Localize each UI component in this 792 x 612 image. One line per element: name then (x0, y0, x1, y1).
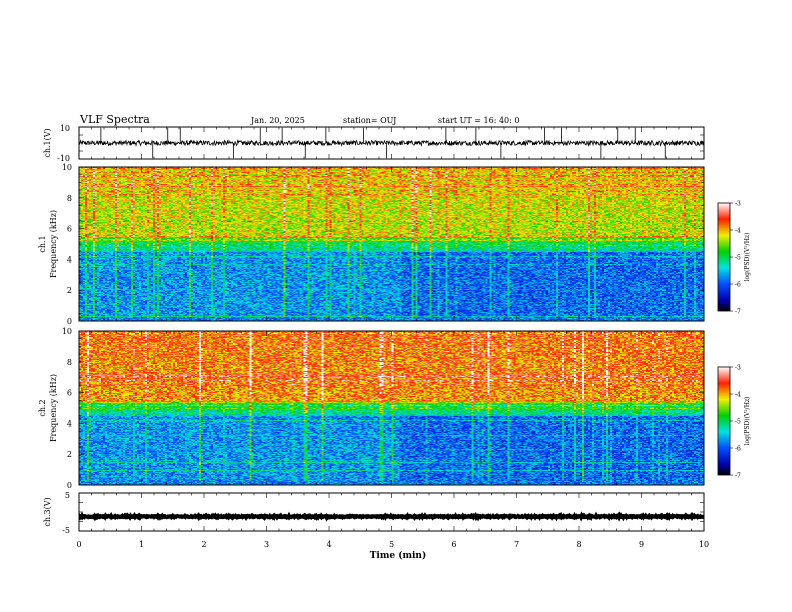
spectrogram-ytick-label: 8 (67, 194, 72, 203)
x-tick-label: 0 (76, 540, 81, 549)
spectrogram-ytick-label: 2 (67, 450, 72, 459)
ch2-spec-ylabel: Frequency (kHz) (49, 374, 58, 442)
colorbar-tick-label: -5 (735, 255, 741, 262)
ch1-ytick-top: 10 (60, 124, 70, 133)
spectrogram-ytick-label: 4 (67, 255, 72, 264)
ch2-spec-channel-label: ch.2 (38, 399, 47, 416)
ch2-spectrogram-image (79, 331, 704, 485)
colorbar-tick-label: -3 (735, 201, 741, 208)
ch1-spectrogram-panel: ch.1 Frequency (kHz) log(PSD)(V²/Hz) (38, 166, 751, 322)
ch3-waveform-frame (78, 492, 705, 532)
ch1-spectrogram-image (79, 167, 704, 321)
start-time-label: start UT = 16: 40: 0 (438, 116, 519, 125)
spectrogram-ytick-label: 0 (67, 317, 72, 326)
x-tick-label: 3 (264, 540, 269, 549)
colorbar-tick-label: -6 (735, 446, 741, 453)
spectrogram-ytick-label: 2 (67, 286, 72, 295)
ch1-ytick-bottom: -10 (57, 154, 70, 163)
ch1-spec-channel-label: ch.1 (38, 235, 47, 252)
x-tick-labels: 0 1 2 3 4 5 6 7 8 9 10 (76, 540, 709, 549)
spectrogram-ytick-label: 10 (62, 163, 72, 172)
ch3-waveform-line (79, 511, 704, 522)
colorbar-tick-label: -6 (735, 282, 741, 289)
x-tick-label: 2 (201, 540, 206, 549)
ch3-waveform-panel: 5 -5 ch.3(V) (43, 491, 705, 535)
colorbar-tick-label: -3 (735, 365, 741, 372)
ch1-spec-ylabel: Frequency (kHz) (49, 210, 58, 278)
x-tick-label: 1 (139, 540, 144, 549)
ch2-colorbar (717, 366, 731, 476)
ch1-colorbar-label: log(PSD)(V²/Hz) (744, 233, 751, 282)
ch1-waveform-panel: 10 -10 ch.1(V) (43, 124, 705, 163)
x-tick-label: 6 (451, 540, 456, 549)
colorbar-tick-label: -5 (735, 419, 741, 426)
spectrogram-ytick-label: 6 (67, 225, 72, 234)
date-label: Jan. 20, 2025 (250, 116, 305, 125)
x-axis-label: Time (min) (370, 550, 427, 561)
spectrogram-ytick-label: 8 (67, 358, 72, 367)
ch1-ylabel: ch.1(V) (43, 128, 52, 157)
colorbar-tick-label: -7 (735, 309, 741, 316)
x-tick-label: 7 (514, 540, 519, 549)
spectrogram-ytick-label: 10 (62, 327, 72, 336)
spectrogram-ytick-label: 0 (67, 481, 72, 490)
x-tick-label: 5 (389, 540, 394, 549)
ch3-ylabel: ch.3(V) (43, 497, 52, 526)
colorbar-tick-label: -4 (735, 228, 741, 235)
ch1-waveform-line (79, 139, 704, 147)
ch1-colorbar (717, 202, 731, 312)
x-tick-label: 4 (326, 540, 331, 549)
colorbar-ticks: -3 -4 -5 -6 -7 -3 -4 -5 -6 -7 (730, 201, 741, 480)
spectrogram-ytick-label: 4 (67, 419, 72, 428)
ch3-ytick-bottom: -5 (62, 526, 70, 535)
spectrogram-ytick-label: 6 (67, 389, 72, 398)
figure-title: VLF Spectra (79, 113, 150, 126)
ch2-spectrogram-panel: ch.2 Frequency (kHz) log(PSD)(V²/Hz) (38, 330, 751, 486)
colorbar-tick-label: -7 (735, 473, 741, 480)
x-tick-label: 9 (639, 540, 644, 549)
station-label: station= OUJ (343, 116, 396, 125)
ch2-colorbar-label: log(PSD)(V²/Hz) (744, 397, 751, 446)
x-tick-label: 10 (699, 540, 709, 549)
ch3-ytick-top: 5 (65, 491, 70, 500)
x-tick-label: 8 (576, 540, 581, 549)
colorbar-tick-label: -4 (735, 392, 741, 399)
